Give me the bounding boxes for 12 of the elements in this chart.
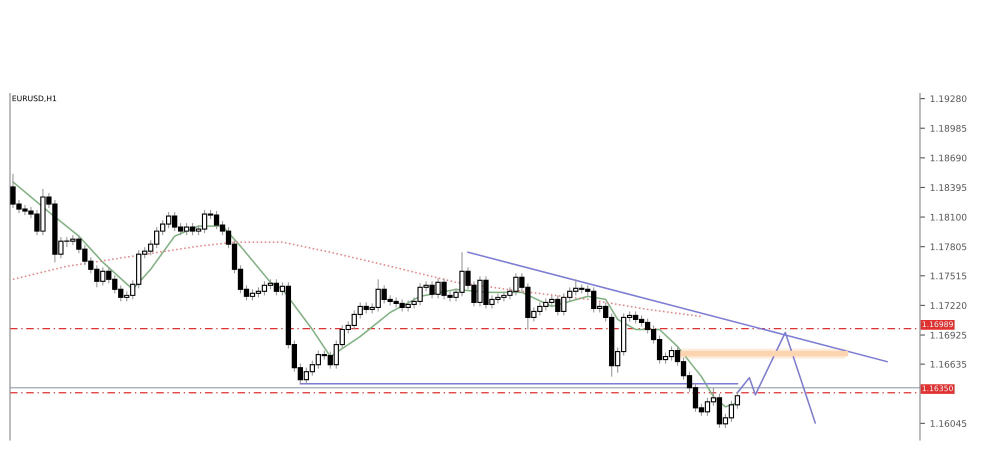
y-tick-label: 1.17220 — [930, 302, 966, 309]
y-tick-label: 1.18690 — [930, 154, 966, 162]
y-tick-label: 1.18985 — [930, 124, 966, 132]
y-tick-label: 1.17515 — [930, 272, 966, 280]
y-tick-label: 1.16045 — [930, 420, 966, 427]
y-tick-label: 1.16635 — [930, 360, 966, 368]
y-tick-label: 1.16925 — [930, 332, 966, 339]
y-tick-label: 1.17805 — [930, 243, 966, 250]
y-tick-label: 1.19280 — [930, 95, 966, 102]
y-tick-label: 1.18100 — [930, 214, 966, 221]
y-tick-label: 1.18395 — [930, 184, 966, 192]
line-series — [12, 241, 702, 318]
